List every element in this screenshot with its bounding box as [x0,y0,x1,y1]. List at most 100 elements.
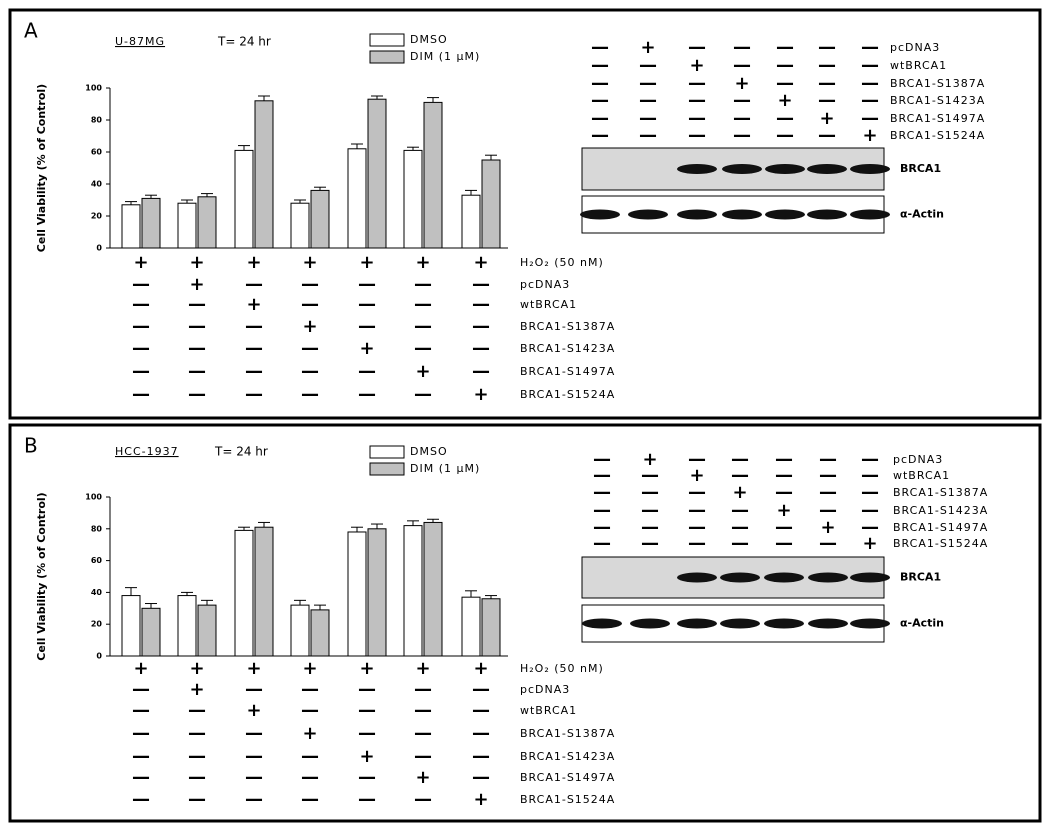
blot-sign: — [593,517,611,538]
blot-band [807,164,847,174]
treatment-sign: — [472,361,490,382]
treatment-sign: — [188,767,206,788]
blot-sign: — [731,517,749,538]
blot-sign: — [688,90,706,111]
treatment-sign: — [245,338,263,359]
treatment-sign: — [245,679,263,700]
blot-band [720,572,760,583]
blot-label: pcDNA3 [893,453,943,466]
treatment-sign: — [472,274,490,295]
blot-label: BRCA1-S1387A [893,486,988,499]
blot-sign: — [818,55,836,76]
blot-sign: — [688,125,706,146]
treatment-label: BRCA1-S1497A [520,771,615,784]
blot-sign: — [591,55,609,76]
blot-sign: — [819,533,837,554]
treatment-sign: + [473,789,488,810]
blot-band [677,209,717,220]
bar [121,204,141,249]
treatment-label: H₂O₂ (50 nM) [520,256,604,269]
treatment-label: BRCA1-S1524A [520,793,615,806]
treatment-sign: — [188,316,206,337]
y-tick-label: 100 [85,84,102,93]
blot-sign: — [731,500,749,521]
y-tick-label: 40 [91,180,103,189]
bar [481,159,501,249]
blot-band [850,164,890,174]
treatment-sign: — [188,294,206,315]
blot-sign: + [862,533,877,554]
blot-sign: — [733,55,751,76]
treatment-sign: — [132,316,150,337]
treatment-sign: — [188,789,206,810]
treatment-sign: + [302,252,317,273]
blot-sign: + [777,90,792,111]
treatment-sign: — [132,767,150,788]
blot-band [850,618,890,629]
treatment-sign: — [472,338,490,359]
band-label: α-Actin [900,617,944,630]
blot-sign: — [861,73,879,94]
blot-sign: — [861,500,879,521]
blot-sign: — [775,449,793,470]
treatment-sign: + [246,700,261,721]
bar [347,148,367,249]
treatment-sign: — [301,361,319,382]
treatment-sign: — [132,723,150,744]
treatment-sign: — [301,338,319,359]
blot-sign: — [819,449,837,470]
treatment-sign: — [472,294,490,315]
blot-sign: — [731,465,749,486]
blot-label: pcDNA3 [890,41,940,54]
blot-sign: — [688,37,706,58]
treatment-sign: — [414,338,432,359]
blot-band [764,572,804,583]
blot-sign: — [641,465,659,486]
treatment-sign: — [301,767,319,788]
blot-sign: — [775,517,793,538]
treatment-sign: — [472,316,490,337]
treatment-sign: + [473,252,488,273]
blot-sign: + [862,125,877,146]
treatment-label: wtBRCA1 [520,298,577,311]
blot-label: wtBRCA1 [893,469,950,482]
treatment-sign: + [415,767,430,788]
y-axis-title: Cell Viability (% of Control) [35,492,48,660]
blot-sign: — [861,482,879,503]
panel-frame [8,423,1042,823]
blot-sign: — [776,125,794,146]
treatment-sign: — [414,723,432,744]
legend-label: DIM (1 μM) [410,462,480,475]
blot-sign: — [818,125,836,146]
blot-sign: — [639,108,657,129]
blot-sign: — [776,37,794,58]
bar [121,595,141,657]
treatment-sign: + [415,658,430,679]
treatment-sign: — [358,679,376,700]
treatment-sign: + [359,338,374,359]
blot-band [677,164,717,174]
blot-label: BRCA1-S1497A [893,521,988,534]
legend-label: DMSO [410,33,448,46]
y-tick-label: 60 [91,148,103,157]
blot-label: BRCA1-S1524A [893,537,988,550]
legend-label: DMSO [410,445,448,458]
blot-sign: — [688,500,706,521]
legend-swatch [369,462,405,476]
treatment-label: wtBRCA1 [520,704,577,717]
blot-sign: — [593,533,611,554]
bar [177,595,197,657]
cell-line: HCC-1937 [115,445,179,458]
treatment-sign: + [359,658,374,679]
blot-sign: — [733,125,751,146]
treatment-sign: — [245,723,263,744]
bar [423,101,443,249]
bar [367,528,387,657]
y-tick-label: 80 [91,524,103,533]
treatment-sign: — [358,789,376,810]
blot-sign: — [861,55,879,76]
blot-sign: — [861,449,879,470]
blot-band [765,209,805,220]
blot-label: BRCA1-S1524A [890,129,985,142]
bar [461,194,481,249]
